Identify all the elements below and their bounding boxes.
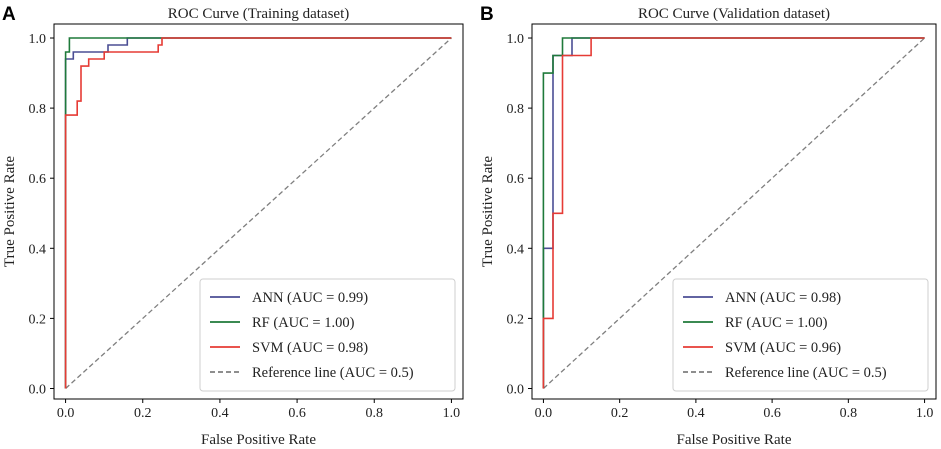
x-tick-label: 0.8 (840, 406, 858, 421)
legend-label: ANN (AUC = 0.99) (252, 290, 368, 306)
y-tick-label: 0.8 (507, 102, 525, 117)
y-tick-label: 0.6 (29, 172, 47, 187)
legend-label: RF (AUC = 1.00) (252, 315, 355, 331)
x-axis-label: False Positive Rate (677, 432, 792, 448)
legend-box (672, 278, 929, 392)
y-tick-label: 1.0 (507, 32, 525, 47)
x-tick-label: 0.4 (687, 406, 705, 421)
x-tick-label: 0.0 (535, 406, 553, 421)
legend-label: SVM (AUC = 0.96) (725, 340, 841, 356)
y-axis-label: True Positive Rate (2, 156, 18, 267)
chart-title: ROC Curve (Validation dataset) (638, 6, 830, 22)
roc-curve-svm (542, 37, 925, 389)
roc-panel-a: A ROC Curve (Training dataset) 0.0 0.2 0.4 0.… (2, 4, 464, 448)
x-tick-label: 1.0 (916, 406, 934, 421)
y-tick-label: 0.0 (29, 382, 47, 397)
y-tick-label: 0.2 (507, 312, 525, 327)
x-tick-label: 1.0 (443, 406, 461, 421)
panel-label: B (480, 4, 494, 25)
legend-label: Reference line (AUC = 0.5) (252, 365, 414, 381)
x-tick-label: 0.4 (211, 406, 229, 421)
roc-curve-svm (64, 37, 452, 389)
panel-label: A (2, 4, 16, 25)
x-tick-label: 0.8 (366, 406, 384, 421)
x-tick-label: 0.6 (763, 406, 781, 421)
legend-label: Reference line (AUC = 0.5) (725, 365, 887, 381)
y-tick-label: 0.4 (507, 242, 525, 257)
y-tick-label: 0.8 (29, 102, 47, 117)
x-tick-label: 0.2 (611, 406, 629, 421)
legend-label: RF (AUC = 1.00) (725, 315, 828, 331)
x-tick-label: 0.6 (288, 406, 306, 421)
legend-label: SVM (AUC = 0.98) (252, 340, 368, 356)
roc-panel-b: B ROC Curve (Validation dataset) 0.0 0.2 0.4… (480, 4, 937, 448)
x-tick-label: 0.2 (134, 406, 152, 421)
legend-label: ANN (AUC = 0.98) (725, 290, 841, 306)
legend: ANN (AUC = 0.99) RF (AUC = 1.00) SVM (AUC … (199, 278, 456, 392)
y-tick-label: 0.2 (29, 312, 47, 327)
legend: ANN (AUC = 0.98) RF (AUC = 1.00) SVM (AUC … (672, 278, 929, 392)
y-tick-label: 1.0 (29, 32, 47, 47)
y-tick-label: 0.4 (29, 242, 47, 257)
x-axis-label: False Positive Rate (201, 432, 316, 448)
y-tick-label: 0.6 (507, 172, 525, 187)
roc-curve-reference (542, 37, 926, 389)
roc-curve-rf (542, 37, 925, 389)
roc-curve-reference (65, 37, 452, 389)
y-axis-label: True Positive Rate (480, 156, 496, 267)
chart-title: ROC Curve (Training dataset) (168, 6, 350, 22)
x-tick-label: 0.0 (57, 406, 75, 421)
legend-box (199, 278, 456, 392)
y-tick-label: 0.0 (507, 382, 525, 397)
